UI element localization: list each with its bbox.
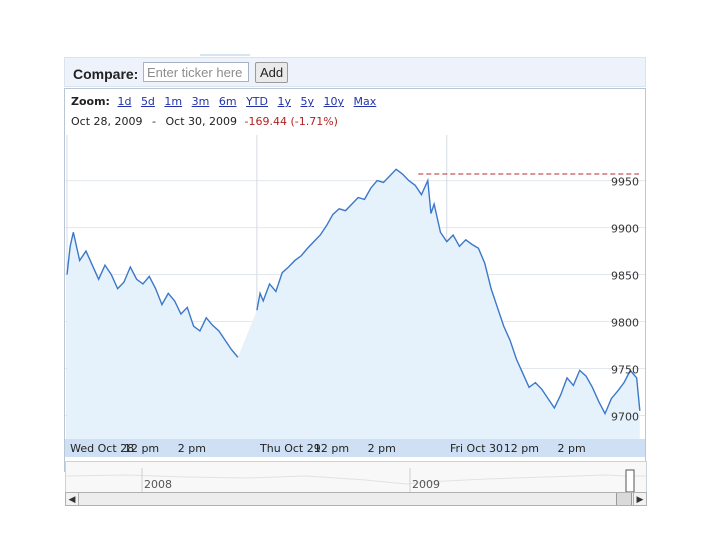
- zoom-10y[interactable]: 10y: [323, 95, 345, 108]
- navigator-year-label: 2009: [412, 478, 440, 491]
- timeline-navigator[interactable]: 2008 2009: [65, 461, 647, 493]
- y-tick-label-9900: 9900: [611, 223, 639, 236]
- zoom-max[interactable]: Max: [353, 95, 377, 108]
- x-axis-band: [65, 439, 645, 457]
- navigator-graphic: 2008 2009: [65, 468, 646, 493]
- navigator-year-label: 2008: [144, 478, 172, 491]
- zoom-6m[interactable]: 6m: [218, 95, 237, 108]
- zoom-1d[interactable]: 1d: [117, 95, 132, 108]
- chart-frame: Zoom: 1d 5d 1m 3m 6m YTD 1y 5y 10y Max O…: [64, 88, 647, 506]
- x-tick-label: 2 pm: [558, 442, 586, 455]
- price-change: -169.44 (-1.71%): [244, 115, 338, 128]
- tab-indicator: [200, 54, 250, 56]
- zoom-5y[interactable]: 5y: [300, 95, 315, 108]
- x-tick-label: Fri Oct 30: [450, 442, 503, 455]
- ticker-input[interactable]: [143, 62, 249, 82]
- price-line: [66, 168, 641, 416]
- zoom-label: Zoom:: [71, 95, 110, 108]
- zoom-1y[interactable]: 1y: [277, 95, 292, 108]
- zoom-5d[interactable]: 5d: [140, 95, 155, 108]
- x-tick-label: 12 pm: [504, 442, 539, 455]
- y-tick-label-9700: 9700: [611, 411, 639, 424]
- y-tick-label-9850: 9850: [611, 270, 639, 283]
- zoom-bar: Zoom: 1d 5d 1m 3m 6m YTD 1y 5y 10y Max: [71, 95, 382, 108]
- stock-chart-widget: Compare: Add Zoom: 1d 5d 1m 3m 6m YTD 1y…: [64, 54, 648, 506]
- scroll-thumb[interactable]: [616, 493, 632, 505]
- zoom-1m[interactable]: 1m: [164, 95, 183, 108]
- y-tick-label-9800: 9800: [611, 317, 639, 330]
- navigator-handle: [625, 469, 635, 493]
- y-tick-label-9750: 9750: [611, 364, 639, 377]
- x-tick-label: 12 pm: [314, 442, 349, 455]
- range-start-date: Oct 28, 2009: [71, 115, 143, 128]
- x-tick-label: 2 pm: [368, 442, 396, 455]
- compare-bar: Compare: Add: [64, 57, 646, 87]
- navigator-line: [65, 474, 646, 485]
- zoom-3m[interactable]: 3m: [191, 95, 210, 108]
- x-tick-label: 2 pm: [178, 442, 206, 455]
- scroll-left-icon[interactable]: ◀: [66, 493, 79, 505]
- scroll-right-icon[interactable]: ▶: [633, 493, 646, 505]
- price-area: [67, 169, 640, 440]
- range-end-date: Oct 30, 2009: [165, 115, 237, 128]
- compare-label: Compare:: [73, 66, 139, 82]
- timeline-scrollbar[interactable]: ◀ ▶: [65, 492, 647, 506]
- y-tick-label-9950: 9950: [611, 176, 639, 189]
- x-tick-label: Wed Oct 28: [70, 442, 134, 455]
- zoom-ytd[interactable]: YTD: [246, 95, 268, 108]
- x-tick-label: 12 pm: [124, 442, 159, 455]
- x-tick-label: Thu Oct 29: [259, 442, 321, 455]
- range-separator: -: [152, 115, 156, 128]
- add-ticker-button[interactable]: Add: [255, 62, 289, 83]
- date-range: Oct 28, 2009 - Oct 30, 2009 -169.44 (-1.…: [71, 115, 338, 128]
